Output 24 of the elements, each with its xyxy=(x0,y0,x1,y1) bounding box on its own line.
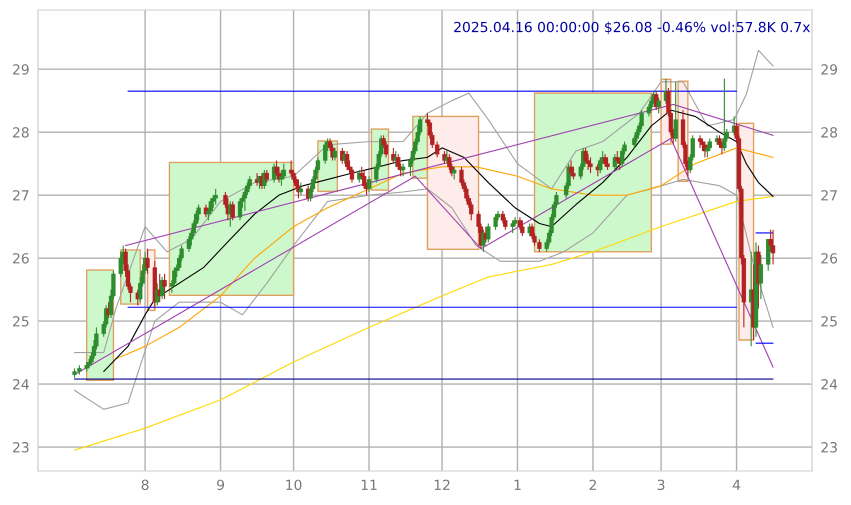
x-tick-label: 8 xyxy=(142,480,149,490)
y2-tick-label: 29 xyxy=(821,64,838,75)
y-tick-label: 29 xyxy=(13,64,29,75)
x-tick-label: 1 xyxy=(514,480,521,490)
text: 2025.04.16 00:00:00 $26.08 -0.46% vol:57.8K 0.7x xyxy=(454,22,810,34)
y-tick-label: 26 xyxy=(13,253,29,264)
y-tick-label: 24 xyxy=(13,379,29,390)
y-tick-label: 25 xyxy=(13,316,28,327)
y2-tick-label: 26 xyxy=(821,253,838,264)
y-tick-label: 28 xyxy=(13,127,29,138)
y2-tick-label: 24 xyxy=(821,379,838,390)
y-tick-label: 27 xyxy=(13,190,28,200)
y2-tick-label: 25 xyxy=(821,316,837,327)
y-tick-label: 23 xyxy=(13,442,29,453)
y2-tick-label: 28 xyxy=(821,127,838,138)
x-tick-label: 11 xyxy=(362,480,377,490)
y2-tick-label: 23 xyxy=(821,442,837,453)
x-tick-label: 12 xyxy=(434,480,450,490)
y2-tick-label: 27 xyxy=(821,190,837,200)
x-tick-label: 2 xyxy=(590,480,596,490)
x-tick-label: 4 xyxy=(732,480,740,490)
x-tick-label: 10 xyxy=(286,480,302,490)
x-tick-label: 3 xyxy=(658,480,664,490)
x-tick-label: 9 xyxy=(217,480,224,490)
